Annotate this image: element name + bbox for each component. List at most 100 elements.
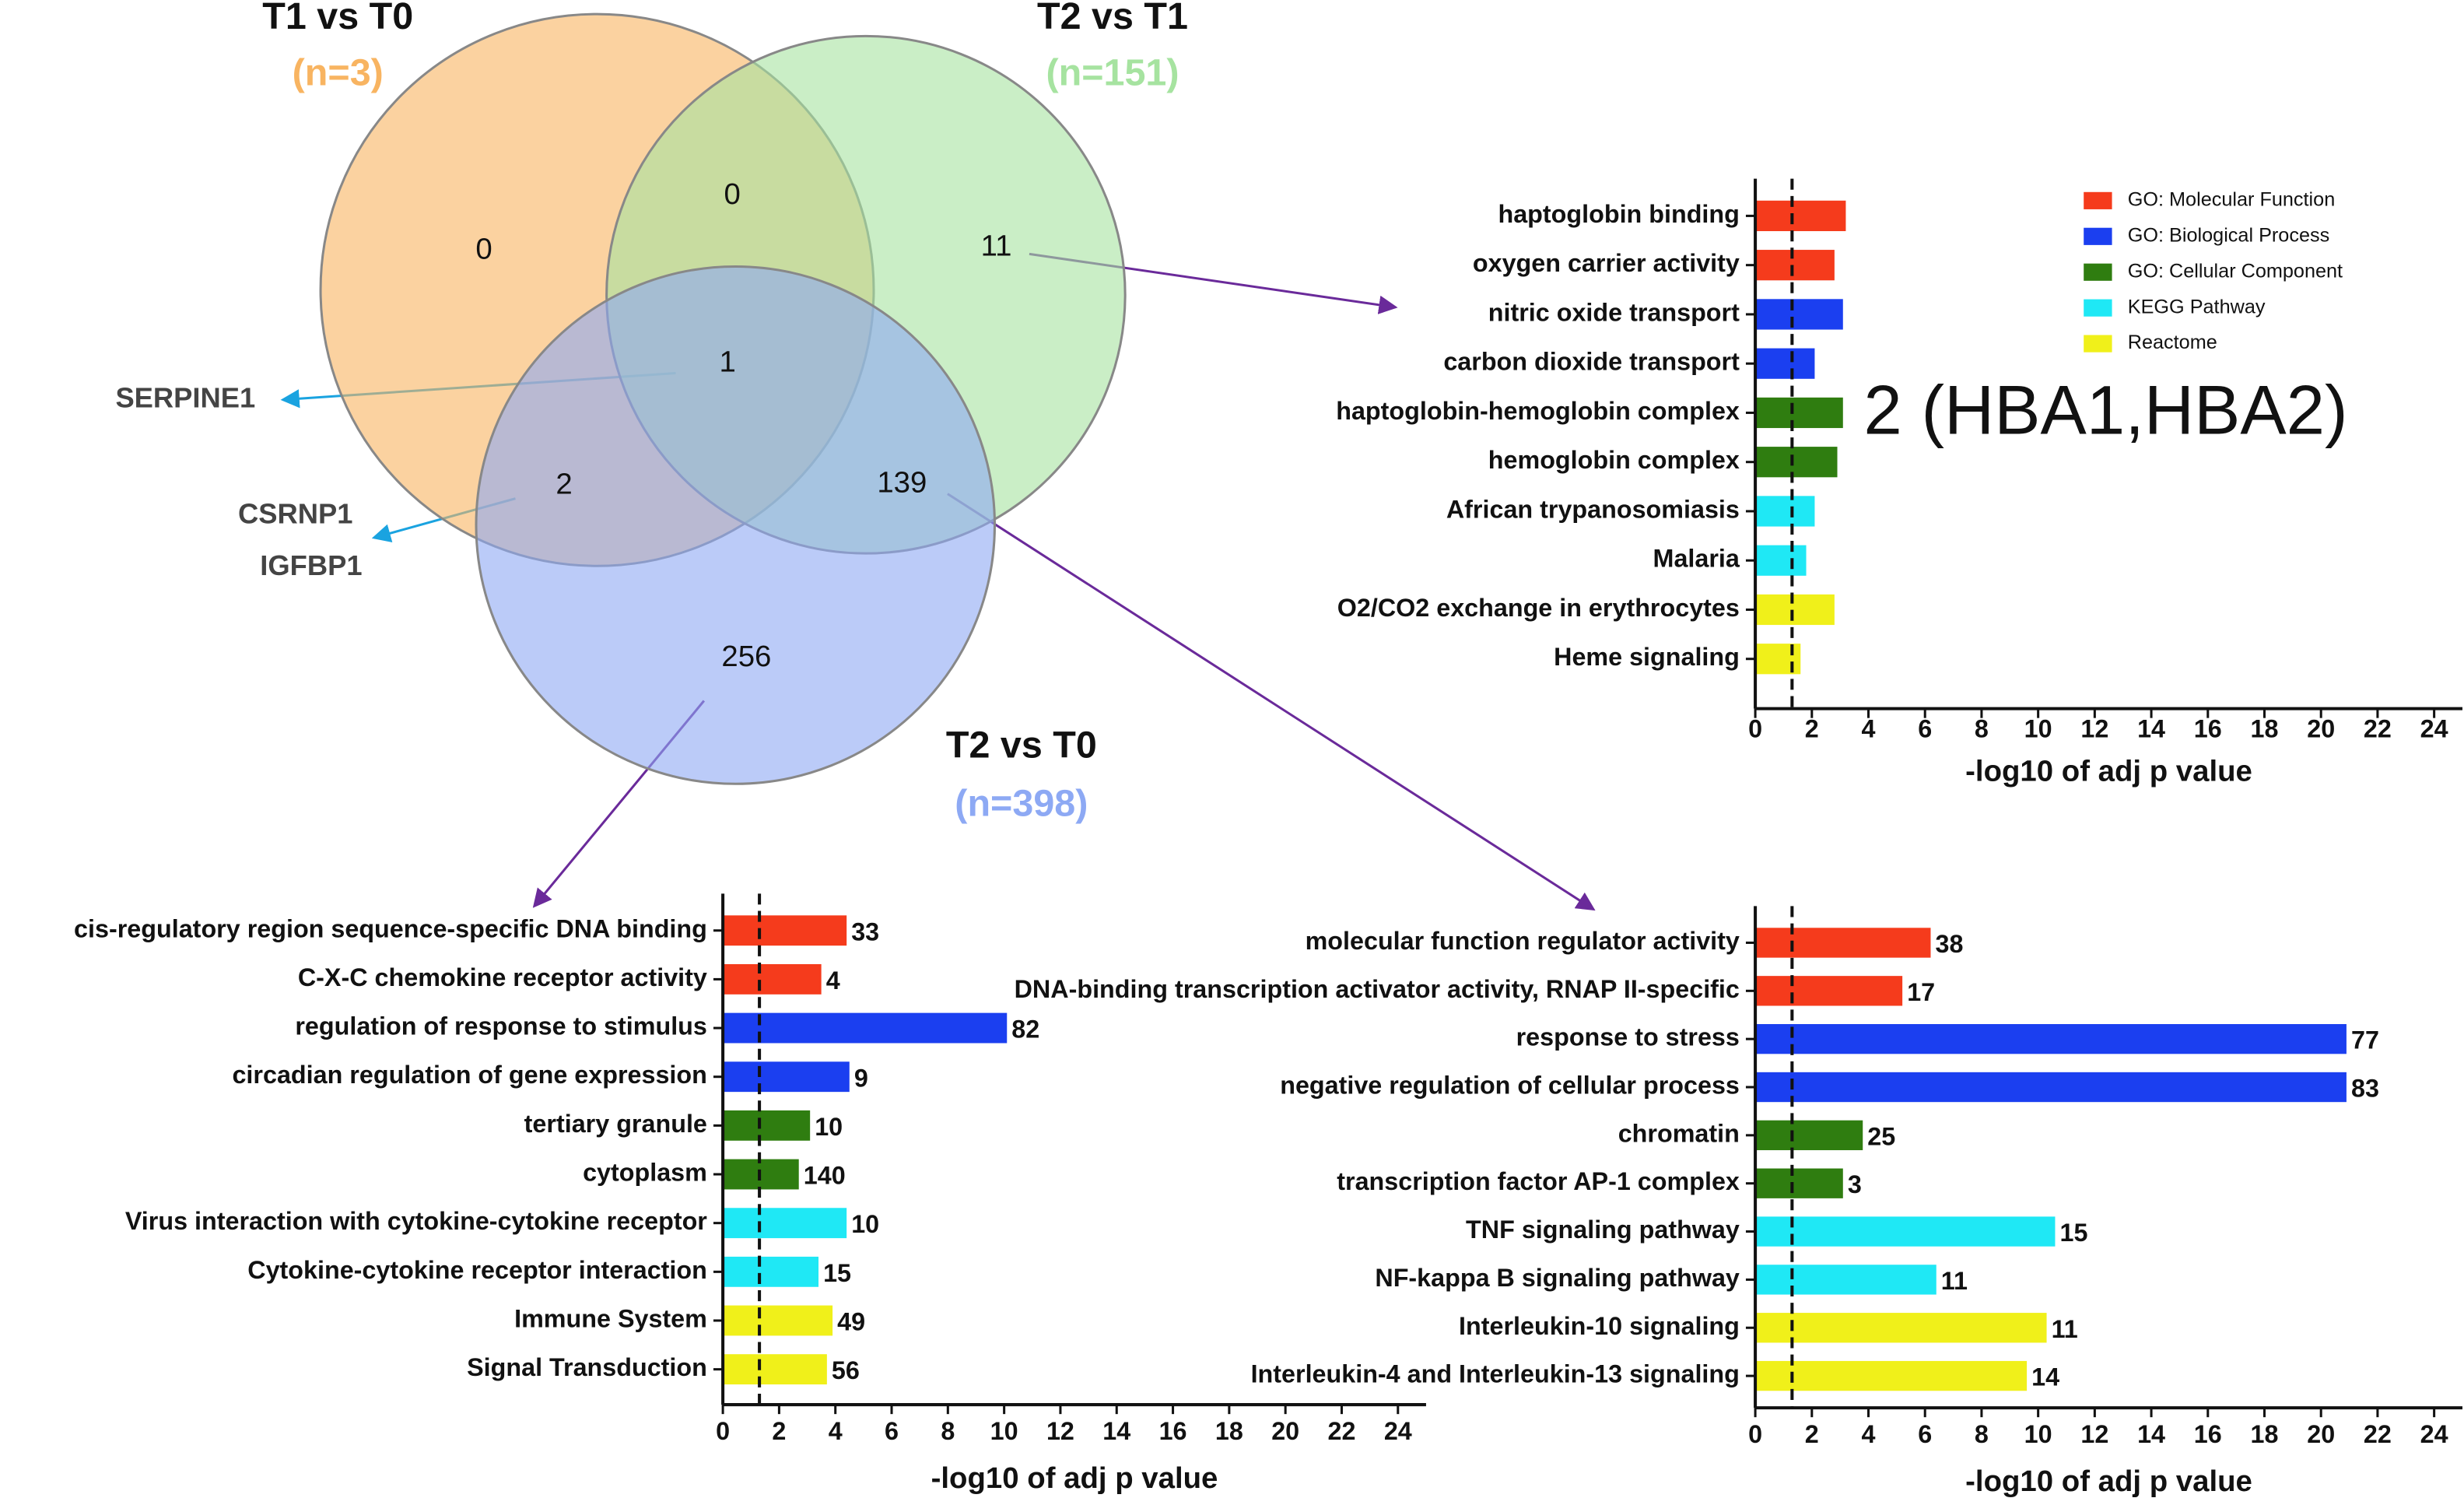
set-title: T2 vs T1: [1037, 0, 1188, 37]
x-axis-label: -log10 of adj p value: [1965, 1465, 2252, 1498]
x-tick-label: 12: [2080, 714, 2108, 742]
gene-count: 15: [2060, 1219, 2088, 1247]
bar: [1755, 1072, 2347, 1103]
gene-count: 9: [854, 1064, 868, 1092]
x-tick-label: 0: [716, 1417, 730, 1445]
x-tick-label: 24: [1384, 1417, 1412, 1445]
legend-swatch: [2084, 335, 2112, 353]
bar: [723, 963, 822, 995]
category-label: DNA-binding transcription activator acti…: [1015, 975, 1740, 1003]
gene-count: 56: [832, 1356, 860, 1384]
category-label: O2/CO2 exchange in erythrocytes: [1337, 594, 1740, 622]
legend-swatch: [2084, 263, 2112, 281]
category-label: African trypanosomiasis: [1446, 496, 1740, 524]
bar: [723, 1305, 833, 1336]
set-size: (n=151): [1046, 52, 1179, 94]
category-label: chromatin: [1618, 1119, 1740, 1147]
category-label: TNF signaling pathway: [1466, 1216, 1740, 1244]
x-tick-label: 10: [990, 1417, 1018, 1445]
category-label: tertiary granule: [524, 1110, 707, 1138]
set-title: T2 vs T0: [946, 724, 1097, 767]
category-label: Immune System: [514, 1305, 707, 1333]
category-label: hemoglobin complex: [1488, 446, 1740, 474]
category-label: Virus interaction with cytokine-cytokine…: [125, 1207, 707, 1235]
x-tick-label: 6: [885, 1417, 899, 1445]
annotation: 2 (HBA1,HBA2): [1863, 371, 2347, 448]
bar: [1755, 299, 1843, 330]
x-tick-label: 22: [2364, 714, 2392, 742]
category-label: response to stress: [1516, 1023, 1740, 1051]
category-label: oxygen carrier activity: [1473, 249, 1740, 277]
x-tick-label: 8: [1975, 714, 1989, 742]
category-label: haptoglobin binding: [1498, 200, 1739, 228]
region-count: 0: [475, 232, 492, 265]
x-tick-label: 22: [2364, 1420, 2392, 1448]
x-tick-label: 6: [1918, 714, 1932, 742]
bar: [1755, 447, 1838, 478]
gene-count: 25: [1867, 1122, 1895, 1150]
category-label: Heme signaling: [1554, 643, 1740, 671]
x-tick-label: 16: [2194, 1420, 2222, 1448]
category-label: Cytokine-cytokine receptor interaction: [247, 1256, 707, 1284]
x-tick-label: 24: [2420, 714, 2448, 742]
bar: [1755, 348, 1815, 379]
gene-label: CSRNP1: [238, 497, 352, 529]
bar: [723, 1256, 819, 1287]
bar: [1755, 250, 1835, 281]
gene-count: 11: [2052, 1315, 2078, 1343]
legend-swatch: [2084, 299, 2112, 317]
category-label: cis-regulatory region sequence-specific …: [74, 914, 707, 942]
bar: [1755, 976, 1903, 1006]
bar: [723, 1061, 850, 1093]
category-label: negative regulation of cellular process: [1280, 1072, 1740, 1100]
legend-swatch: [2084, 227, 2112, 245]
set-size: (n=398): [955, 782, 1088, 824]
legend-label: GO: Molecular Function: [2128, 189, 2335, 211]
x-tick-label: 10: [2024, 1420, 2052, 1448]
gene-count: 11: [1941, 1267, 1968, 1295]
x-tick-label: 4: [1862, 1420, 1876, 1448]
gene-count: 82: [1011, 1016, 1039, 1044]
gene-count: 33: [851, 917, 879, 945]
gene-label: SERPINE1: [115, 381, 255, 413]
gene-count: 17: [1907, 978, 1935, 1006]
x-tick-label: 16: [1159, 1417, 1187, 1445]
bar: [723, 1110, 811, 1141]
x-tick-label: 12: [2080, 1420, 2108, 1448]
category-label: Malaria: [1653, 545, 1740, 573]
bar: [1755, 594, 1835, 626]
bar: [1755, 1360, 2028, 1391]
arrow: [947, 493, 1596, 911]
gene-label: IGFBP1: [260, 549, 362, 581]
x-tick-label: 0: [1748, 714, 1762, 742]
bar: [1755, 1313, 2047, 1343]
bar: [723, 1012, 1008, 1044]
region-count: 1: [719, 346, 735, 379]
x-tick-label: 22: [1328, 1417, 1356, 1445]
x-tick-label: 2: [772, 1417, 786, 1445]
x-tick-label: 10: [2024, 714, 2052, 742]
x-tick-label: 4: [1862, 714, 1876, 742]
bar: [1755, 545, 1807, 576]
category-label: C-X-C chemokine receptor activity: [298, 963, 707, 991]
x-axis-label: -log10 of adj p value: [1965, 754, 2252, 788]
category-label: carbon dioxide transport: [1443, 348, 1740, 376]
x-tick-label: 8: [941, 1417, 955, 1445]
x-tick-label: 18: [2251, 714, 2279, 742]
x-tick-label: 0: [1748, 1420, 1762, 1448]
bar: [1755, 1168, 1843, 1198]
bar: [723, 1208, 847, 1239]
category-label: NF-kappa B signaling pathway: [1375, 1264, 1740, 1292]
region-count: 256: [721, 640, 771, 673]
category-label: molecular function regulator activity: [1306, 927, 1740, 955]
x-tick-label: 14: [2137, 1420, 2165, 1448]
x-tick-label: 4: [829, 1417, 843, 1445]
gene-count: 49: [837, 1308, 865, 1336]
bar: [1755, 1023, 2347, 1054]
region-count: 0: [724, 177, 741, 211]
category-label: nitric oxide transport: [1488, 298, 1740, 326]
x-tick-label: 18: [2251, 1420, 2279, 1448]
gene-count: 77: [2351, 1026, 2379, 1054]
x-tick-label: 20: [1271, 1417, 1299, 1445]
bar: [1755, 1120, 1863, 1151]
